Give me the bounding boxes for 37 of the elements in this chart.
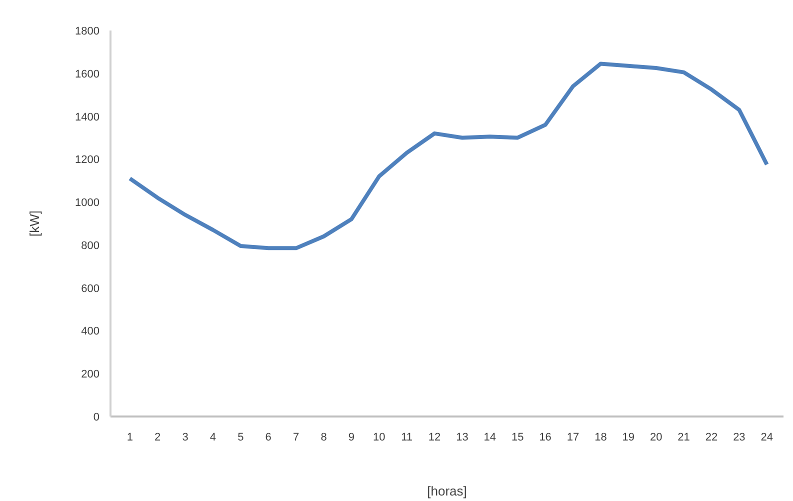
x-tick-label: 9 bbox=[348, 432, 355, 444]
x-tick-label: 6 bbox=[265, 432, 272, 444]
x-tick-label: 23 bbox=[733, 432, 746, 444]
x-tick-label: 19 bbox=[622, 432, 635, 444]
x-tick-label: 15 bbox=[512, 432, 524, 444]
x-tick-label: 21 bbox=[678, 432, 690, 444]
y-tick-label: 1400 bbox=[75, 111, 100, 124]
y-tick-label: 1600 bbox=[75, 68, 100, 80]
y-axis-title: [kW] bbox=[27, 210, 42, 236]
x-tick-label: 14 bbox=[484, 432, 496, 444]
x-tick-label: 12 bbox=[428, 432, 441, 444]
x-tick-label: 1 bbox=[126, 432, 133, 444]
y-tick-label: 1800 bbox=[75, 26, 100, 38]
x-tick-label: 24 bbox=[760, 432, 774, 444]
x-tick-label: 2 bbox=[154, 432, 161, 444]
x-tick-label: 3 bbox=[182, 432, 188, 444]
y-tick-label: 1000 bbox=[75, 197, 100, 210]
x-tick-label: 7 bbox=[293, 432, 300, 444]
y-tick-label: 600 bbox=[81, 282, 100, 295]
x-tick-label: 20 bbox=[650, 432, 662, 444]
y-tick-label: 1200 bbox=[75, 154, 100, 166]
x-tick-label: 22 bbox=[705, 432, 718, 444]
x-tick-label: 13 bbox=[456, 432, 468, 444]
y-tick-label: 400 bbox=[81, 326, 100, 338]
y-tick-label: 800 bbox=[81, 240, 100, 252]
x-tick-label: 11 bbox=[401, 432, 413, 444]
x-tick-label: 5 bbox=[238, 432, 244, 444]
line-series bbox=[128, 62, 769, 250]
y-tick-label: 0 bbox=[93, 412, 100, 424]
x-tick-label: 10 bbox=[373, 432, 386, 444]
x-tick-label: 18 bbox=[594, 432, 607, 444]
y-tick-label: 200 bbox=[81, 368, 100, 381]
x-tick-label: 17 bbox=[566, 432, 580, 444]
x-tick-label: 16 bbox=[539, 432, 552, 444]
x-tick-label: 4 bbox=[210, 432, 216, 444]
x-axis-title: [horas] bbox=[427, 484, 467, 498]
x-tick-label: 8 bbox=[320, 432, 327, 444]
